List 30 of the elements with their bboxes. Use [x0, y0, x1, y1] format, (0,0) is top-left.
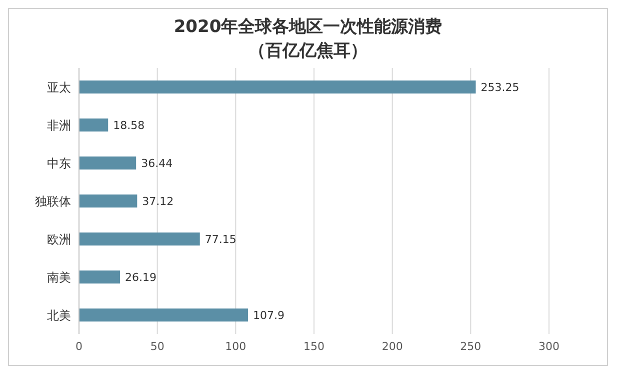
- y-tick-label: 南美: [47, 270, 71, 284]
- y-tick-label: 中东: [47, 156, 71, 170]
- y-tick-label: 欧洲: [47, 232, 71, 246]
- data-label: 37.12: [142, 194, 174, 208]
- y-tick-label: 非洲: [47, 118, 71, 132]
- y-tick-label: 亚太: [47, 80, 71, 94]
- bar: [79, 118, 108, 132]
- chart-title: 2020年全球各地区一次性能源消费: [172, 16, 444, 39]
- x-tick-label: 100: [225, 340, 246, 353]
- x-tick-label: 150: [304, 340, 324, 353]
- data-label: 77.15: [204, 232, 236, 246]
- data-label: 36.44: [141, 156, 173, 170]
- y-tick-label: 独联体: [35, 194, 71, 208]
- bar: [79, 194, 138, 208]
- bar: [79, 80, 476, 94]
- data-label: 253.25: [480, 80, 520, 94]
- chart-subtitle: （百亿亿焦耳）: [248, 40, 368, 63]
- data-label: 107.9: [253, 308, 285, 322]
- bar: [79, 270, 120, 284]
- x-tick-label: 0: [76, 340, 82, 353]
- data-label: 26.19: [125, 270, 157, 284]
- y-tick-label: 北美: [47, 308, 71, 322]
- x-tick-label: 50: [150, 340, 164, 353]
- data-label: 18.58: [113, 118, 145, 132]
- x-tick-label: 300: [538, 340, 560, 353]
- bar: [79, 156, 136, 170]
- bar: [79, 308, 248, 322]
- bar: [79, 232, 200, 246]
- x-tick-label: 200: [382, 340, 403, 353]
- x-tick-label: 250: [460, 340, 482, 353]
